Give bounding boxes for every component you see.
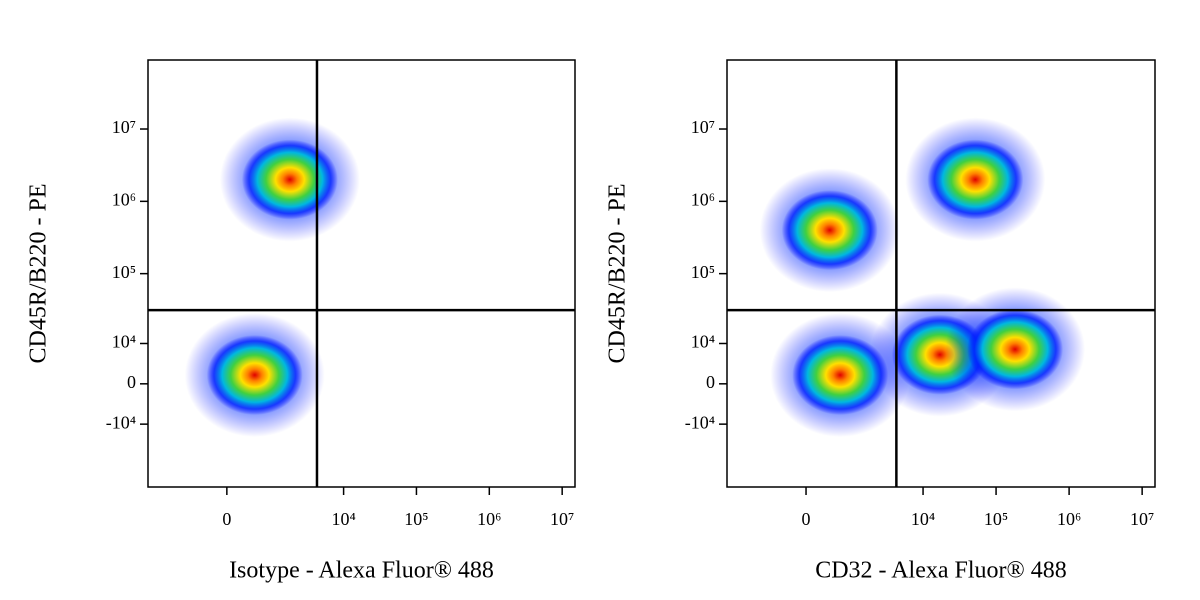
x-tick-label: 10⁶ [1057,509,1081,529]
x-axis-label: CD32 - Alexa Fluor® 488 [815,558,1067,584]
panel: 0 10⁴ 10⁵ 10⁶ 10⁷ -10⁴ 0 10⁴ 10⁵ 10⁶ 10⁷ CD32 - Ale… [605,59,1156,584]
population [792,335,889,416]
population [927,139,1024,220]
x-tick-label: 10⁶ [477,509,501,529]
y-tick-label: 10⁶ [691,189,715,209]
x-tick-label: 10⁵ [404,509,428,529]
scatter-area [759,117,1086,438]
y-tick-label: 10⁶ [112,189,136,209]
x-tick-label: 10⁴ [911,509,935,529]
x-tick-label: 10⁷ [550,509,574,529]
panel: 0 10⁴ 10⁵ 10⁶ 10⁷ -10⁴ 0 10⁴ 10⁵ 10⁶ 10⁷ Isotype - … [26,59,576,584]
population [967,309,1064,390]
y-tick-label: 10⁴ [691,332,715,352]
y-tick-label: 10⁷ [691,117,715,137]
y-axis-label: CD45R/B220 - PE [26,183,52,363]
x-tick-label: 10⁴ [331,509,355,529]
y-tick-label: -10⁴ [685,412,715,432]
y-tick-label: 0 [127,372,136,392]
y-tick-label: 0 [706,372,715,392]
x-tick-label: 0 [802,509,811,529]
x-tick-label: 10⁷ [1130,509,1154,529]
y-tick-label: 10⁷ [112,117,136,137]
x-tick-label: 0 [222,509,231,529]
x-tick-label: 10⁵ [984,509,1008,529]
y-axis-label: CD45R/B220 - PE [605,183,631,363]
y-tick-label: 10⁴ [112,332,136,352]
x-axis-label: Isotype - Alexa Fluor® 488 [229,558,494,584]
y-tick-label: 10⁵ [691,262,715,282]
population [781,190,878,271]
y-tick-label: 10⁵ [112,262,136,282]
scatter-area [184,117,360,438]
population [241,139,338,220]
population [206,335,303,416]
y-tick-label: -10⁴ [106,412,136,432]
